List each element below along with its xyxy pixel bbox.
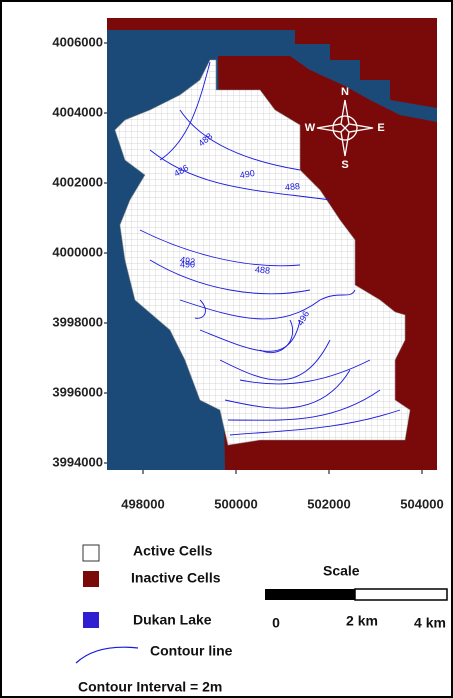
scale-label: 0 xyxy=(272,615,280,631)
legend-label: Active Cells xyxy=(133,543,213,559)
y-axis-label: 4000000 xyxy=(52,244,103,259)
y-axis-label: 4004000 xyxy=(52,104,103,119)
scale-bar xyxy=(355,589,447,600)
legend-label: Contour line xyxy=(150,643,233,659)
scale-bar xyxy=(265,589,355,600)
compass-n: N xyxy=(341,86,349,98)
legend-swatch-inactive xyxy=(83,571,99,587)
scale-label: 2 km xyxy=(346,613,378,629)
y-axis-label: 3996000 xyxy=(52,384,103,399)
compass-w: W xyxy=(305,122,316,134)
contour-label: 488 xyxy=(285,181,301,192)
legend-swatch-active xyxy=(83,545,99,561)
map-figure: N S W E 4006000 4004000 4002000 4000000 3998… xyxy=(0,0,453,698)
y-axis-label: 3998000 xyxy=(52,314,103,329)
compass-e: E xyxy=(377,122,384,134)
legend-label: Dukan Lake xyxy=(133,612,212,628)
legend-label: Inactive Cells xyxy=(131,570,221,586)
y-axis-label: 3994000 xyxy=(52,454,103,469)
compass-s: S xyxy=(341,159,348,171)
legend-swatch-lake xyxy=(83,612,99,628)
x-axis-label: 504000 xyxy=(400,496,443,511)
x-axis-label: 498000 xyxy=(121,496,164,511)
x-axis-label: 502000 xyxy=(307,496,350,511)
y-axis-label: 4002000 xyxy=(52,174,103,189)
contour-label: 490 xyxy=(180,259,195,269)
scale-title: Scale xyxy=(323,563,360,579)
contour-label: 488 xyxy=(255,264,271,275)
contour-interval: Contour Interval = 2m xyxy=(78,679,222,695)
x-axis-label: 500000 xyxy=(214,496,257,511)
scale-label: 4 km xyxy=(414,615,446,631)
y-axis-label: 4006000 xyxy=(52,34,103,49)
